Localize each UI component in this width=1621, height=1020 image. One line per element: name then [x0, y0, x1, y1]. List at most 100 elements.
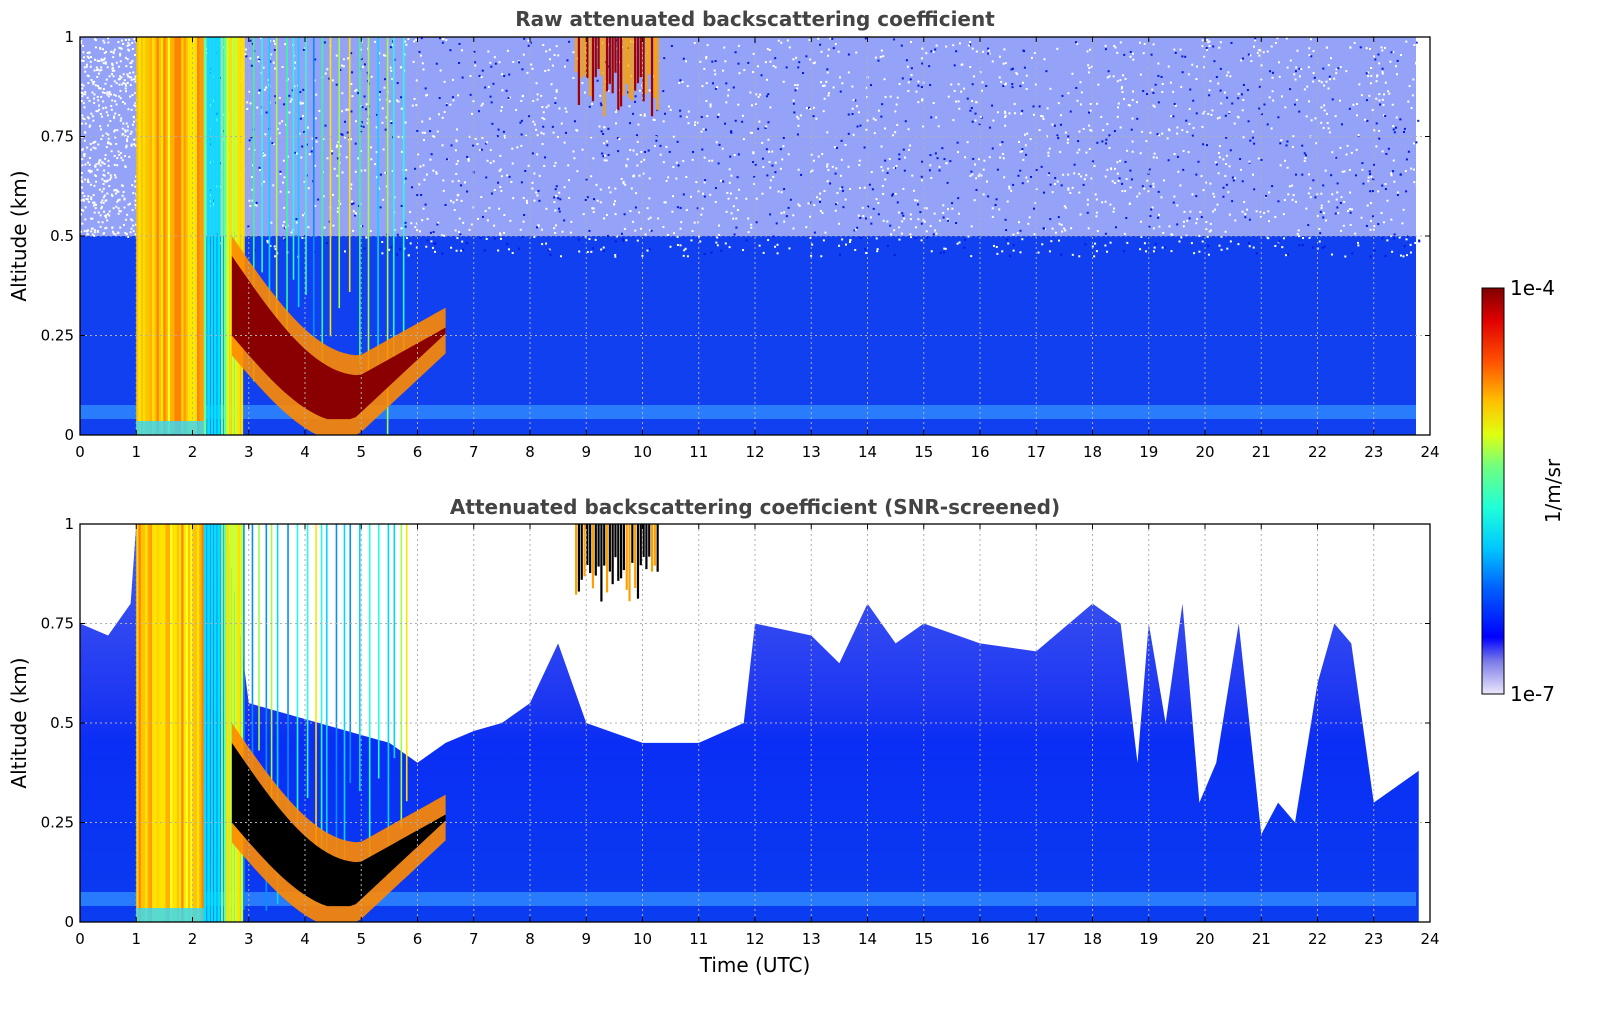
- noise-pixel: [94, 229, 97, 232]
- noise-pixel: [488, 206, 491, 209]
- noise-pixel: [1041, 243, 1044, 246]
- noise-pixel: [114, 233, 117, 236]
- noise-pixel: [852, 133, 855, 136]
- noise-pixel: [915, 90, 918, 93]
- y-tick-label: 1: [64, 515, 74, 533]
- noise-pixel: [999, 143, 1002, 146]
- noise-pixel: [774, 171, 777, 174]
- noise-pixel: [1232, 179, 1235, 182]
- noise-pixel: [1355, 103, 1358, 106]
- noise-pixel: [90, 112, 93, 115]
- noise-pixel: [796, 83, 799, 86]
- noise-pixel: [928, 65, 931, 68]
- noise-pixel: [460, 199, 463, 202]
- noise-pixel: [691, 158, 694, 161]
- noise-pixel: [121, 184, 124, 187]
- noise-pixel: [738, 188, 741, 191]
- noise-pixel: [1408, 85, 1411, 88]
- noise-pixel: [1237, 97, 1240, 100]
- noise-pixel: [1335, 72, 1338, 75]
- noise-pixel: [947, 219, 950, 222]
- noise-pixel: [1113, 207, 1116, 210]
- noise-pixel: [1173, 102, 1176, 105]
- noise-pixel: [1381, 184, 1384, 187]
- noise-pixel: [586, 251, 589, 254]
- noise-pixel: [1086, 50, 1089, 53]
- streak: [393, 524, 396, 759]
- noise-pixel: [385, 116, 388, 119]
- noise-pixel: [925, 52, 928, 55]
- noise-pixel: [679, 244, 682, 247]
- streak: [359, 37, 361, 366]
- noise-pixel: [339, 202, 342, 205]
- noise-pixel: [80, 179, 83, 182]
- noise-pixel: [131, 59, 134, 62]
- noise-pixel: [588, 238, 591, 241]
- noise-pixel: [91, 91, 94, 94]
- noise-pixel: [972, 75, 975, 78]
- noise-pixel: [434, 242, 437, 245]
- noise-pixel: [354, 214, 357, 217]
- noise-pixel: [531, 187, 534, 190]
- noise-pixel: [909, 144, 912, 147]
- noise-pixel: [533, 199, 536, 202]
- noise-pixel: [558, 207, 561, 210]
- noise-pixel: [286, 155, 289, 158]
- noise-pixel: [1381, 150, 1384, 153]
- noise-pixel: [1166, 137, 1169, 140]
- noise-pixel: [1258, 48, 1261, 51]
- noise-pixel: [468, 228, 471, 231]
- noise-pixel: [93, 201, 96, 204]
- noise-pixel: [1132, 90, 1135, 93]
- noise-pixel: [1209, 222, 1212, 225]
- noise-pixel: [975, 188, 978, 191]
- cloud-column: [594, 37, 597, 78]
- noise-pixel: [599, 102, 602, 105]
- noise-pixel: [702, 128, 705, 131]
- noise-pixel: [759, 93, 762, 96]
- noise-pixel: [1205, 220, 1208, 223]
- noise-pixel: [1415, 62, 1418, 65]
- noise-pixel: [877, 213, 880, 216]
- noise-pixel: [1314, 117, 1317, 120]
- noise-pixel: [825, 80, 828, 83]
- band-column: [183, 37, 187, 435]
- noise-pixel: [535, 82, 538, 85]
- noise-pixel: [1200, 216, 1203, 219]
- noise-pixel: [417, 153, 420, 156]
- noise-pixel: [841, 238, 844, 241]
- noise-pixel: [823, 97, 826, 100]
- noise-pixel: [700, 116, 703, 119]
- noise-pixel: [648, 248, 651, 251]
- noise-pixel: [381, 252, 384, 255]
- noise-pixel: [1396, 193, 1399, 196]
- band-column: [185, 37, 189, 435]
- noise-pixel: [823, 84, 826, 87]
- noise-pixel: [855, 51, 858, 54]
- noise-pixel: [80, 213, 83, 216]
- noise-pixel: [570, 220, 573, 223]
- noise-pixel: [131, 219, 134, 222]
- noise-pixel: [903, 217, 906, 220]
- noise-pixel: [900, 232, 903, 235]
- noise-pixel: [257, 60, 260, 63]
- noise-pixel: [996, 111, 999, 114]
- noise-pixel: [1172, 201, 1175, 204]
- noise-pixel: [762, 251, 765, 254]
- noise-pixel: [473, 50, 476, 53]
- noise-pixel: [134, 144, 137, 147]
- noise-pixel: [889, 224, 892, 227]
- noise-pixel: [441, 41, 444, 44]
- noise-pixel: [826, 163, 829, 166]
- noise-pixel: [436, 130, 439, 133]
- noise-pixel: [942, 204, 945, 207]
- noise-pixel: [1056, 134, 1059, 137]
- noise-pixel: [525, 134, 528, 137]
- noise-pixel: [1267, 210, 1270, 213]
- noise-pixel: [335, 145, 338, 148]
- x-tick-label: 20: [1195, 443, 1214, 461]
- noise-pixel: [96, 95, 99, 98]
- noise-pixel: [543, 118, 546, 121]
- noise-pixel: [128, 72, 131, 75]
- noise-pixel: [1390, 172, 1393, 175]
